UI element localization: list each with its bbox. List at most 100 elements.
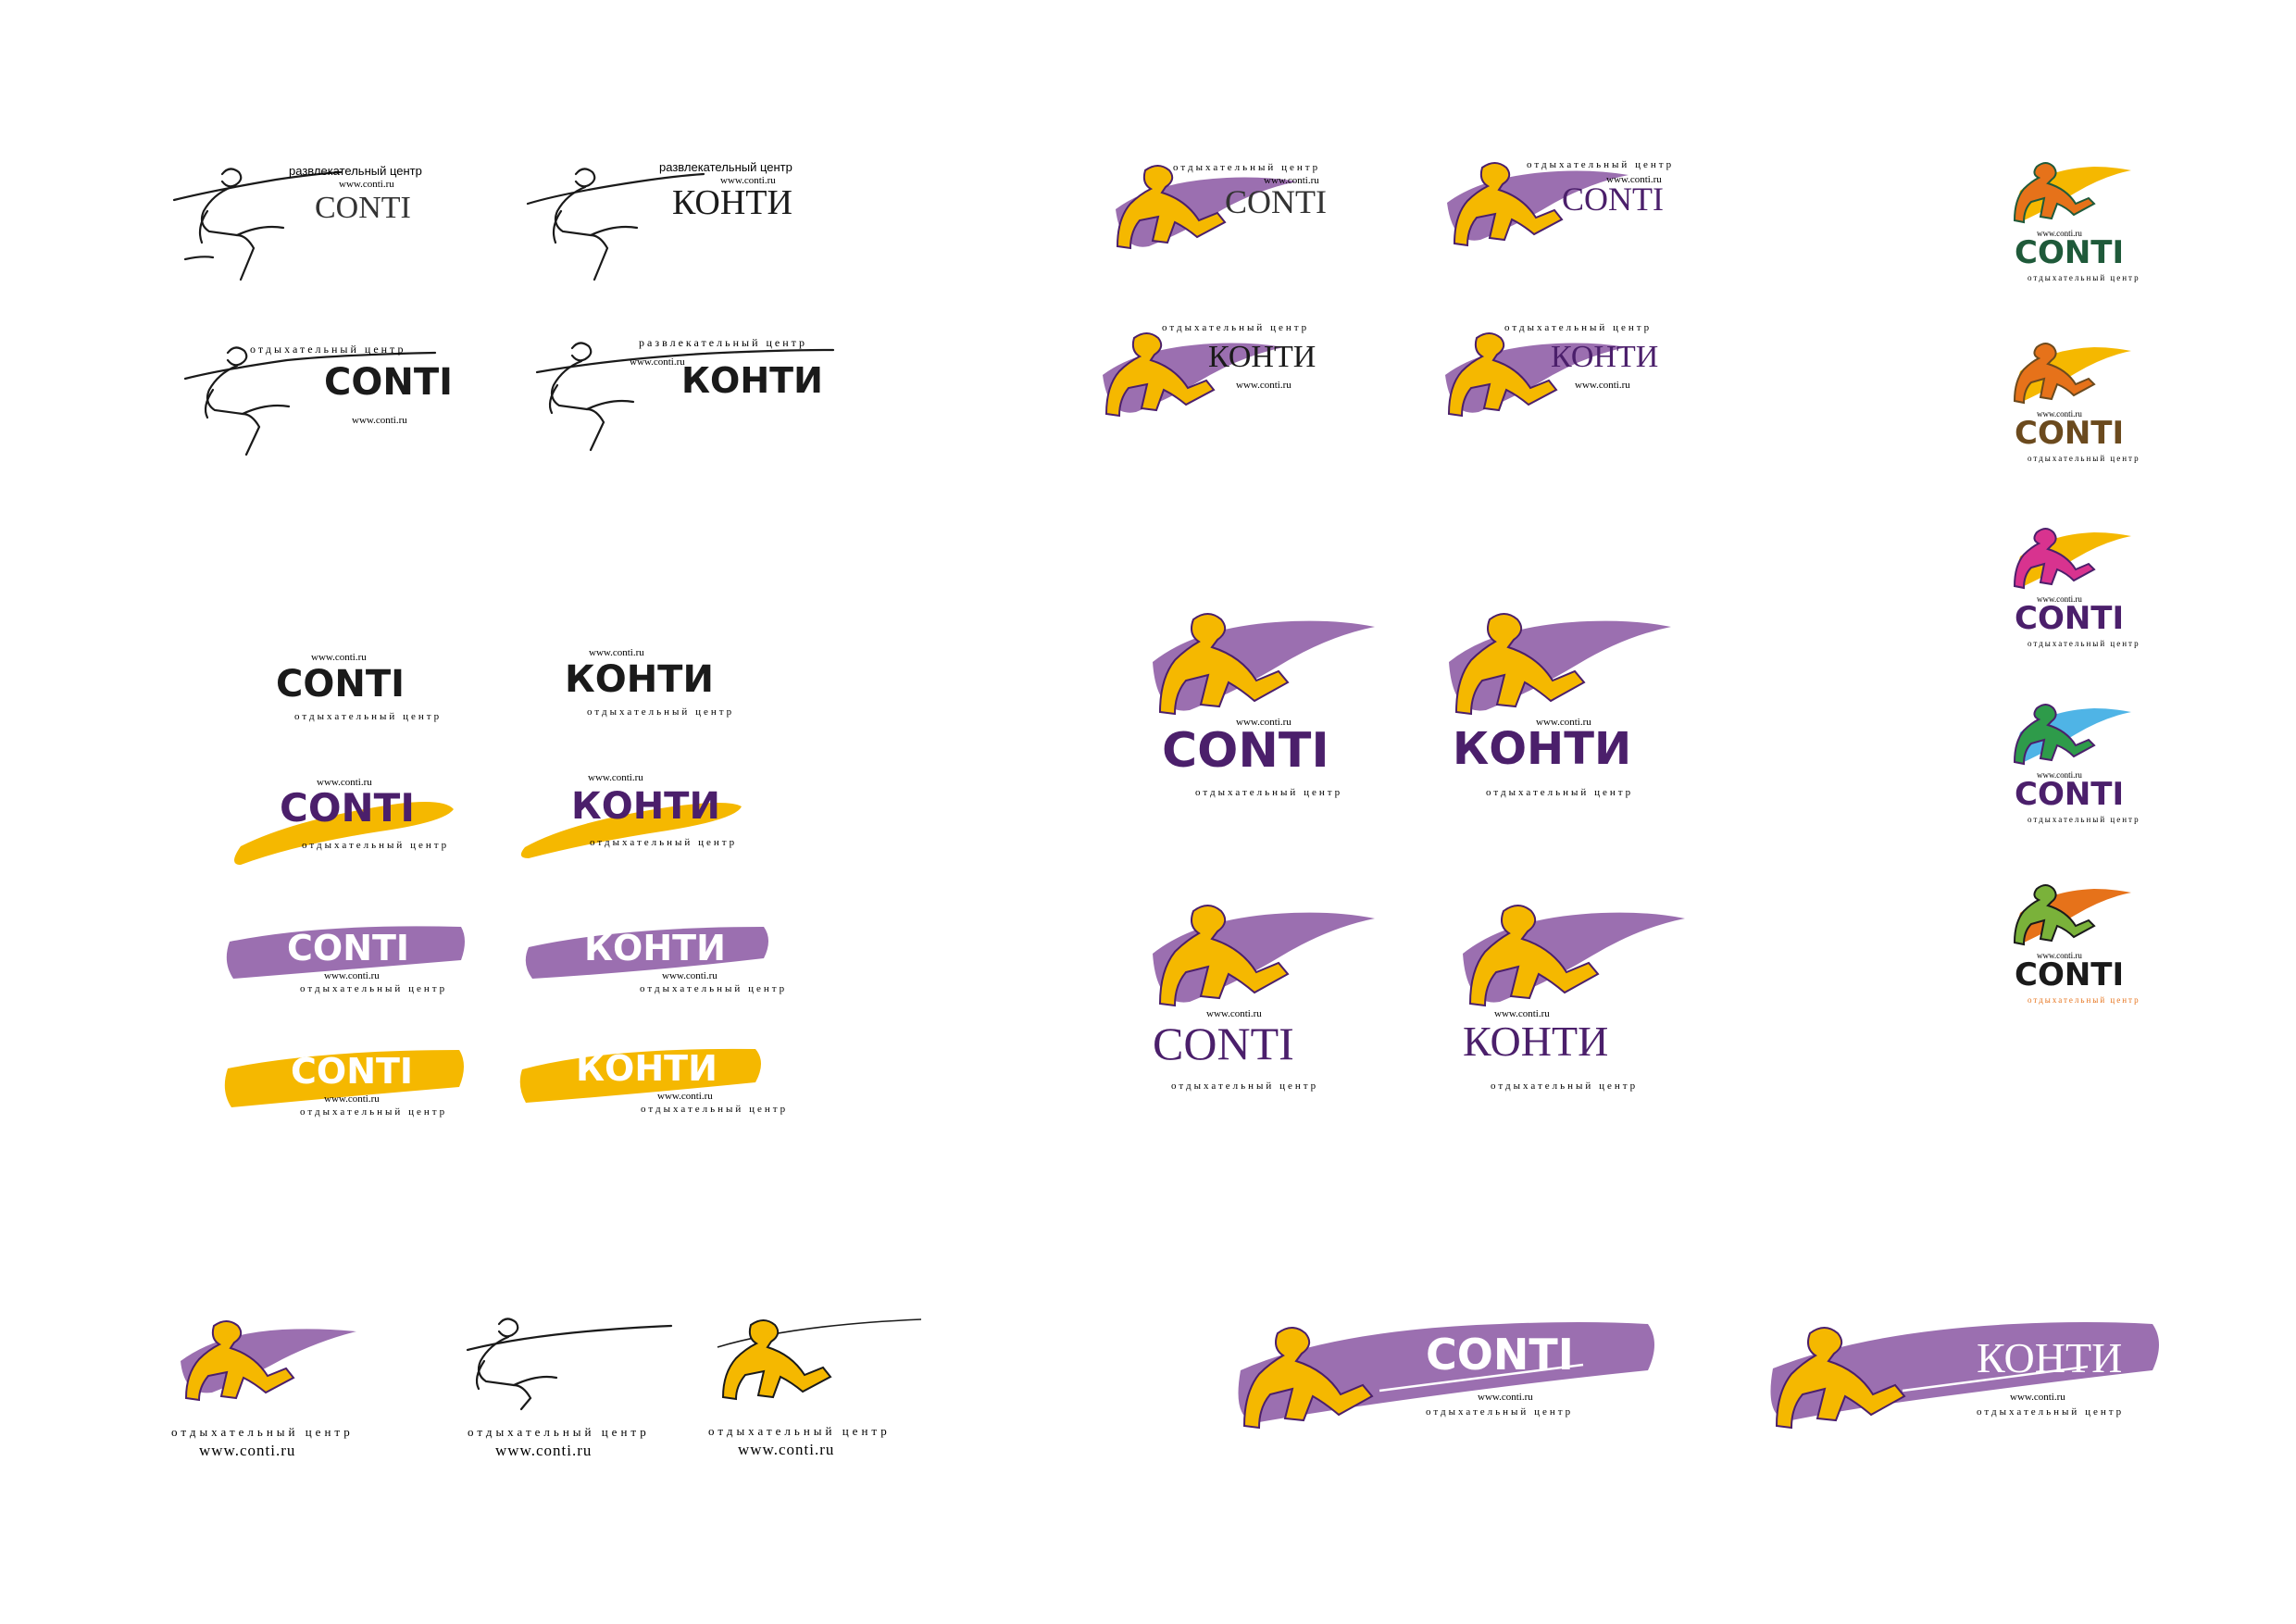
logo-bottom-yellow-figure: отдыхательный центр www.conti.ru [162,1315,384,1463]
logo-big-konti-brush: www.conti.ru КОНТИ отдыхательный центр [1440,606,1680,810]
colored-man-icon [2013,884,2131,946]
url-label: www.conti.ru [720,175,776,186]
wordmark-conti-yellow-stroke: www.conti.ru CONTI отдыхательный центр [231,778,463,870]
lilac-brush-plate-icon [525,927,768,979]
otdyh-label: отдыхательный центр [590,837,738,848]
brand-conti: CONTI [2015,956,2125,993]
otdyh-label: отдыхательный центр [300,1106,448,1118]
yellow-man-with-line-icon [717,1318,922,1401]
otdyh-label: отдыхательный центр [1171,1081,1319,1092]
url-label: www.conti.ru [495,1442,593,1459]
otdyh-label: отдыхательный центр [468,1425,650,1439]
url-label: www.conti.ru [324,1093,380,1105]
otdyh-label: отдыхательный центр [1426,1406,1574,1418]
brand-conti: CONTI [2015,415,2125,452]
url-label: www.conti.ru [1206,1008,1262,1019]
logo-variant-green-blue: www.conti.ru CONTI отдыхательный центр [2009,699,2139,829]
logo-bottom-wide-conti: CONTI www.conti.ru отдыхательный центр [1238,1305,1657,1454]
otdyh-label: отдыхательный центр [1486,787,1634,798]
razv-label: развлекательный центр [659,160,792,174]
url-label: www.conti.ru [2037,951,2082,960]
yellow-man-on-purple-stroke-icon [1153,905,1375,1007]
url-label: www.conti.ru [199,1442,296,1459]
otdyh-label: отдыхательный центр [587,706,735,718]
url-label: www.conti.ru [2010,1392,2065,1403]
url-label: www.conti.ru [1575,380,1630,391]
brand-konti: КОНТИ [584,928,726,968]
otdyh-label: отдыхательный центр [2028,815,2140,824]
logo-big-konti-serif: www.conti.ru КОНТИ отдыхательный центр [1454,898,1694,1102]
yellow-man-on-purple-stroke-icon [1153,613,1375,716]
url-label: www.conti.ru [324,970,380,981]
brand-conti: CONTI [276,663,406,706]
url-label: www.conti.ru [1236,717,1292,728]
colored-man-icon [2013,528,2131,590]
brand-conti: CONTI [1562,181,1664,218]
logo-bottom-yellow-outline-figure: отдыхательный центр www.conti.ru [708,1310,930,1458]
running-man-outline-icon [535,342,835,452]
lilac-brush-plate-icon [226,926,466,979]
otdyh-label: отдыхательный центр [1527,159,1675,170]
logo-outline-otdyh-conti: отдыхательный центр CONTI www.conti.ru [183,338,463,458]
otdyh-label: отдыхательный центр [1162,322,1310,333]
brand-conti: CONTI [1426,1330,1574,1380]
url-label: www.conti.ru [1264,175,1319,186]
yellow-brush-plate-icon [519,1048,761,1103]
yellow-man-on-purple-stroke-icon [1449,613,1671,716]
brand-conti: CONTI [1153,1018,1294,1069]
colored-man-icon [2013,704,2131,766]
logo-big-conti-brush: www.conti.ru CONTI отдыхательный центр [1143,606,1384,810]
otdyh-label: отдыхательный центр [302,840,450,851]
running-man-outline-icon [172,168,343,281]
otdyh-label: отдыхательный центр [708,1424,891,1438]
logo-outline-razv-konti: развлекательный центр www.conti.ru КОНТИ [518,157,824,287]
brand-konti: КОНТИ [565,658,714,701]
brand-konti: КОНТИ [1977,1334,2123,1381]
brand-konti: КОНТИ [571,785,720,828]
otdyh-label: отдыхательный центр [1491,1081,1639,1092]
logo-variant-magenta: www.conti.ru CONTI отдыхательный центр [2009,523,2139,653]
url-label: www.conti.ru [2037,770,2082,780]
url-label: www.conti.ru [588,772,643,783]
otdyh-label: отдыхательный центр [294,711,443,722]
wordmark-konti-yellow-plate: КОНТИ www.conti.ru отдыхательный центр [518,1042,785,1130]
yellow-man-on-lilac-plate-icon [1238,1322,1654,1430]
yellow-brush-plate-icon [224,1050,465,1107]
brand-conti: CONTI [291,1051,414,1092]
otdyh-label: отдыхательный центр [2028,454,2140,463]
wordmark-conti-lilac-plate: CONTI www.conti.ru отдыхательный центр [222,921,472,1005]
otdyh-label: отдыхательный центр [2028,995,2140,1005]
yellow-brush-stroke-icon [234,802,454,865]
url-label: www.conti.ru [317,777,372,788]
url-label: www.conti.ru [1494,1008,1550,1019]
url-label: www.conti.ru [630,356,685,368]
yellow-man-on-purple-stroke-icon [1103,332,1284,418]
otdyh-label: отдыхательный центр [171,1425,354,1439]
yellow-man-on-purple-stroke-icon [181,1320,356,1402]
brand-conti: CONTI [324,361,454,404]
brand-konti: КОНТИ [1453,723,1632,775]
wordmark-konti-black: www.conti.ru КОНТИ отдыхательный центр [555,648,741,731]
url-label: www.conti.ru [2037,594,2082,604]
otdyh-label: отдыхательный центр [641,1104,789,1115]
logo-bottom-wide-konti: КОНТИ www.conti.ru отдыхательный центр [1770,1305,2162,1454]
logo-yellow-figure-konti-2: отдыхательный центр КОНТИ www.conti.ru [1440,319,1690,431]
running-man-outline-icon [183,346,437,456]
yellow-man-on-purple-stroke-icon [1445,332,1627,418]
url-label: www.conti.ru [1606,174,1662,185]
logo-variant-brown: www.conti.ru CONTI отдыхательный центр [2009,338,2139,468]
otdyh-label: отдыхательный центр [250,343,406,356]
yellow-man-on-purple-stroke-icon [1116,165,1297,250]
logo-yellow-figure-conti-2: отдыхательный центр www.conti.ru CONTI [1440,153,1690,264]
otdyh-label: отдыхательный центр [640,983,788,994]
brand-conti: CONTI [287,928,410,968]
otdyh-label: отдыхательный центр [300,983,448,994]
yellow-man-on-lilac-plate-icon [1770,1322,2159,1430]
yellow-man-on-purple-stroke-icon [1463,905,1685,1007]
yellow-brush-stroke-icon [520,803,742,858]
logo-outline-razv-conti: развлекательный центр www.conti.ru CONTI [167,157,444,287]
otdyh-label: отдыхательный центр [2028,273,2140,282]
logo-variant-green-orange: www.conti.ru CONTI отдыхательный центр [2009,880,2139,1018]
otdyh-label: отдыхательный центр [1977,1406,2125,1418]
otdyh-label: отдыхательный центр [2028,639,2140,648]
